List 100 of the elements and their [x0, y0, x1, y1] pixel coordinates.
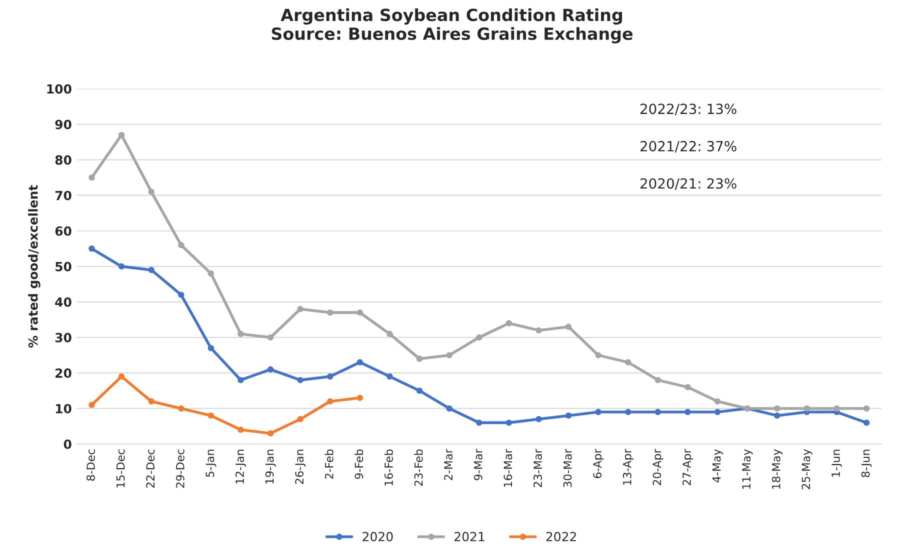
point — [148, 188, 154, 195]
point — [565, 324, 572, 330]
y-tick-label: 10 — [56, 404, 72, 414]
y-tick-label: 80 — [55, 155, 72, 165]
point — [863, 420, 870, 426]
y-tick-label: 20 — [56, 368, 72, 378]
annotation: 2022/23: 13% — [640, 104, 736, 116]
x-tick-label: 8-Dec — [86, 450, 95, 481]
legend-label: 2022 — [546, 532, 576, 542]
y-axis-title: % rated good/excellent — [28, 185, 40, 348]
point — [267, 334, 274, 341]
point — [356, 309, 364, 316]
point — [386, 330, 393, 338]
x-tick-label: 2-Feb — [324, 449, 334, 479]
x-tick-label: 12-Jan — [236, 450, 246, 484]
y-tick-label: 40 — [55, 297, 72, 307]
y-tick-label: 70 — [55, 190, 72, 200]
point — [118, 132, 125, 138]
x-tick-label: 27-Apr — [682, 448, 694, 486]
x-tick-label: 15-Dec — [116, 450, 125, 488]
point — [416, 388, 423, 394]
y-tick-label: 60 — [55, 226, 72, 236]
x-tick-label: 30-Mar — [563, 448, 572, 488]
point — [178, 405, 184, 412]
point — [297, 416, 304, 422]
x-tick-label: 5-Jan — [206, 450, 216, 477]
point — [774, 412, 780, 419]
point — [536, 416, 542, 422]
point — [238, 376, 244, 384]
chart-title: Argentina Soybean Condition Rating Source: Buenos Aires Grains Exchange — [272, 8, 633, 44]
point — [386, 373, 393, 380]
point — [834, 405, 840, 412]
x-tick-label: 2-Mar — [444, 448, 453, 480]
x-tick-label: 23-Mar — [534, 448, 542, 488]
point — [267, 430, 274, 436]
y-tick-label: 50 — [56, 262, 72, 272]
x-tick-label: 13-Apr — [622, 448, 634, 485]
point — [684, 384, 691, 390]
point — [267, 366, 274, 373]
point — [238, 426, 244, 433]
point — [476, 334, 482, 341]
point — [624, 408, 632, 416]
point — [118, 373, 125, 380]
point — [476, 420, 482, 426]
point — [148, 266, 154, 274]
legend-label: 2021 — [454, 532, 484, 542]
annotation: 2021/22: 37% — [640, 140, 736, 153]
point — [208, 270, 214, 277]
point — [714, 408, 721, 416]
point — [804, 405, 810, 412]
x-tick-label: 8-Jun — [861, 450, 872, 478]
point — [654, 408, 662, 416]
point — [356, 359, 364, 366]
point — [595, 352, 602, 358]
annotation: 2020/21: 23% — [640, 178, 736, 190]
point — [714, 398, 721, 404]
point — [88, 402, 95, 408]
point — [565, 412, 572, 419]
point — [208, 412, 214, 419]
y-tick-label: 100 — [47, 84, 72, 94]
point — [178, 242, 184, 248]
y-tick-label: 0 — [64, 439, 72, 449]
x-tick-label: 29-Dec — [176, 450, 184, 488]
point — [446, 352, 452, 358]
x-tick-label: 11-May — [742, 449, 753, 489]
x-tick-label: 23-Feb — [414, 449, 423, 486]
point — [327, 373, 334, 380]
point — [654, 376, 662, 384]
point — [446, 405, 452, 412]
point — [595, 408, 602, 416]
x-tick-label: 9-Feb — [354, 449, 364, 479]
point — [208, 344, 214, 352]
x-tick-label: 19-Jan — [265, 450, 276, 484]
point — [624, 359, 632, 366]
x-tick-label: 9-Mar — [474, 448, 482, 480]
point — [88, 174, 95, 181]
point — [178, 292, 184, 298]
point — [684, 408, 691, 416]
legend-label: 2020 — [362, 532, 393, 542]
point — [297, 376, 304, 384]
point — [297, 306, 304, 312]
point — [238, 330, 244, 338]
point — [506, 320, 512, 326]
x-tick-label: 1-Jun — [832, 450, 842, 477]
point — [416, 356, 423, 362]
point — [327, 309, 334, 316]
point — [118, 263, 125, 270]
x-tick-label: 6-Apr — [593, 448, 604, 478]
point — [863, 405, 870, 412]
x-tick-label: 18-May — [772, 449, 782, 489]
x-tick-label: 16-Mar — [504, 448, 512, 487]
point — [148, 398, 154, 404]
x-tick-label: 25-May — [802, 449, 812, 490]
point — [536, 327, 542, 334]
point — [88, 246, 95, 252]
x-tick-label: 4-May — [712, 449, 723, 482]
point — [774, 405, 780, 412]
x-tick-label: 22-Dec — [146, 450, 155, 488]
y-tick-label: 90 — [55, 120, 72, 130]
x-tick-label: 20-Apr — [652, 448, 664, 486]
